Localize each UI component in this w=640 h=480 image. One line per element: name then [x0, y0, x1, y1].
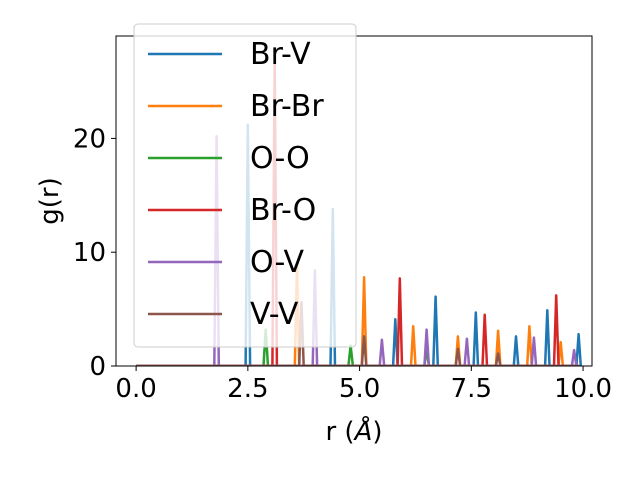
- series-line-o-v: [136, 134, 579, 366]
- y-tick-label: 10: [73, 238, 106, 268]
- legend-label: O-O: [250, 141, 310, 176]
- legend-box: [133, 23, 357, 348]
- legend-label: O-V: [250, 245, 305, 280]
- legend-label: V-V: [250, 297, 299, 332]
- x-axis: 0.0 2.5 5.0 7.5 10.0: [115, 366, 612, 404]
- x-tick-label: 2.5: [227, 374, 268, 404]
- x-tick-label: 7.5: [451, 374, 492, 404]
- y-tick-label: 0: [89, 352, 106, 382]
- x-tick-label: 5.0: [339, 374, 380, 404]
- y-axis-label: g(r): [35, 177, 65, 224]
- x-axis-label: r (Å): [325, 415, 382, 447]
- legend-label: Br-O: [250, 193, 316, 228]
- legend: Br-V Br-Br O-O Br-O O-V V-V: [133, 23, 357, 348]
- x-tick-label: 10.0: [554, 374, 612, 404]
- legend-label: Br-V: [250, 37, 311, 72]
- x-tick-label: 0.0: [115, 374, 156, 404]
- series-line-br-br: [136, 262, 579, 366]
- y-tick-label: 20: [73, 124, 106, 154]
- y-axis: 0 10 20: [73, 124, 116, 382]
- legend-label: Br-Br: [250, 89, 324, 124]
